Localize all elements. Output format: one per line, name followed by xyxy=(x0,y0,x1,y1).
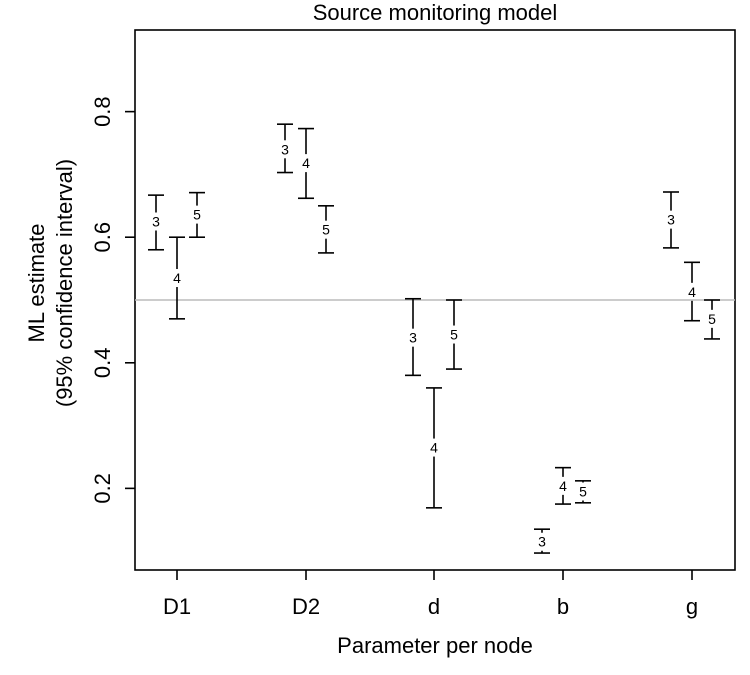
y-axis-label-line2: (95% confidence interval) xyxy=(52,159,77,407)
error-bar: 5 xyxy=(318,205,334,254)
point-label: 4 xyxy=(302,155,310,171)
point-label: 3 xyxy=(152,214,160,230)
error-bar: 3 xyxy=(277,123,293,174)
x-tick-label: d xyxy=(428,594,440,619)
x-tick-label: g xyxy=(686,594,698,619)
point-label: 5 xyxy=(708,311,716,327)
y-axis-label-line1: ML estimate xyxy=(24,223,49,342)
x-tick-label: D1 xyxy=(163,594,191,619)
point-label: 3 xyxy=(281,141,289,157)
point-label: 4 xyxy=(688,284,696,300)
error-bar: 4 xyxy=(426,387,442,509)
point-label: 5 xyxy=(579,484,587,500)
error-bar: 4 xyxy=(298,127,314,200)
x-tick-label: b xyxy=(557,594,569,619)
error-bar: 5 xyxy=(446,299,462,370)
y-tick-label: 0.6 xyxy=(90,222,115,253)
error-bar: 3 xyxy=(148,194,164,251)
error-bar: 4 xyxy=(555,466,571,505)
error-bar: 4 xyxy=(684,261,700,322)
point-label: 5 xyxy=(193,207,201,223)
point-label: 5 xyxy=(322,222,330,238)
point-label: 3 xyxy=(538,534,546,550)
error-bar: 5 xyxy=(189,191,205,239)
error-bar: 3 xyxy=(534,528,550,554)
point-label: 4 xyxy=(173,270,181,286)
point-label: 4 xyxy=(559,478,567,494)
error-bar: 4 xyxy=(169,236,185,320)
chart-title: Source monitoring model xyxy=(313,0,558,25)
error-bar: 5 xyxy=(704,299,720,340)
error-bar: 5 xyxy=(575,480,591,504)
point-label: 3 xyxy=(667,212,675,228)
error-bar: 3 xyxy=(663,191,679,249)
x-tick-label: D2 xyxy=(292,594,320,619)
y-tick-label: 0.2 xyxy=(90,473,115,504)
error-bar: 3 xyxy=(405,297,421,377)
point-label: 5 xyxy=(450,327,458,343)
y-tick-label: 0.4 xyxy=(90,347,115,378)
y-axis: 0.2 0.4 0.6 0.8 xyxy=(90,96,135,504)
point-label: 4 xyxy=(430,440,438,456)
x-axis-label: Parameter per node xyxy=(337,633,533,658)
y-tick-label: 0.8 xyxy=(90,96,115,127)
point-label: 3 xyxy=(409,330,417,346)
x-axis: D1 D2 d b g xyxy=(163,570,698,619)
